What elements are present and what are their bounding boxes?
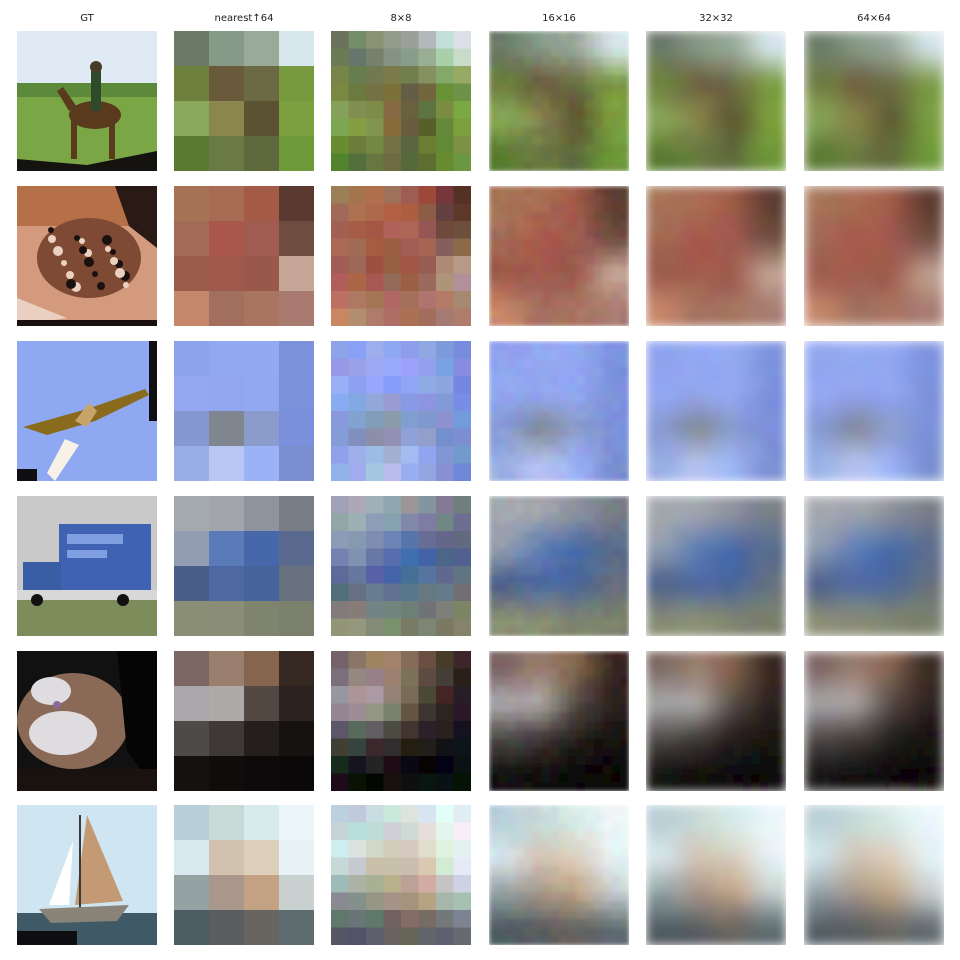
image-tile-row4-ground-truth — [17, 496, 157, 636]
image-tile-row2-upsampled-4x4 — [174, 186, 314, 326]
image-latent-32 — [646, 651, 786, 791]
image-upsampled-4x4 — [174, 805, 314, 945]
image-tile-row6-latent-64 — [804, 805, 944, 945]
image-latent-16 — [489, 31, 629, 171]
image-tile-row6-upsampled-4x4 — [174, 805, 314, 945]
image-tile-row4-latent-32 — [646, 496, 786, 636]
image-tile-row6-latent-16 — [489, 805, 629, 945]
image-ground-truth — [17, 341, 157, 481]
image-latent-16 — [489, 341, 629, 481]
image-ground-truth — [17, 496, 157, 636]
image-tile-row5-latent-8 — [331, 651, 471, 791]
column-header-latent-32: 32×32 — [699, 13, 733, 24]
image-latent-16 — [489, 186, 629, 326]
image-latent-32 — [646, 496, 786, 636]
image-upsampled-4x4 — [174, 31, 314, 171]
image-tile-row6-latent-8 — [331, 805, 471, 945]
image-tile-row1-latent-64 — [804, 31, 944, 171]
image-tile-row2-latent-8 — [331, 186, 471, 326]
image-latent-64 — [804, 805, 944, 945]
image-tile-row2-ground-truth — [17, 186, 157, 326]
image-ground-truth — [17, 651, 157, 791]
image-latent-16 — [489, 805, 629, 945]
image-upsampled-4x4 — [174, 341, 314, 481]
image-latent-32 — [646, 31, 786, 171]
image-tile-row5-upsampled-4x4 — [174, 651, 314, 791]
image-tile-row5-ground-truth — [17, 651, 157, 791]
image-latent-8 — [331, 186, 471, 326]
column-header-latent-8: 8×8 — [390, 13, 412, 24]
image-latent-8 — [331, 31, 471, 171]
image-ground-truth — [17, 805, 157, 945]
image-tile-row2-latent-16 — [489, 186, 629, 326]
image-latent-16 — [489, 651, 629, 791]
image-tile-row6-latent-32 — [646, 805, 786, 945]
image-upsampled-4x4 — [174, 496, 314, 636]
image-tile-row3-latent-64 — [804, 341, 944, 481]
image-latent-64 — [804, 186, 944, 326]
image-tile-row1-latent-16 — [489, 31, 629, 171]
image-latent-8 — [331, 496, 471, 636]
image-tile-row1-upsampled-4x4 — [174, 31, 314, 171]
image-tile-row6-ground-truth — [17, 805, 157, 945]
image-latent-32 — [646, 805, 786, 945]
image-tile-row4-latent-16 — [489, 496, 629, 636]
image-latent-64 — [804, 31, 944, 171]
image-latent-64 — [804, 341, 944, 481]
image-upsampled-4x4 — [174, 186, 314, 326]
image-latent-8 — [331, 341, 471, 481]
image-tile-row4-upsampled-4x4 — [174, 496, 314, 636]
image-latent-64 — [804, 651, 944, 791]
image-tile-row1-latent-8 — [331, 31, 471, 171]
image-tile-row4-latent-8 — [331, 496, 471, 636]
image-tile-row4-latent-64 — [804, 496, 944, 636]
column-header-ground-truth: GT — [80, 13, 94, 24]
image-upsampled-4x4 — [174, 651, 314, 791]
column-header-latent-16: 16×16 — [542, 13, 576, 24]
image-ground-truth — [17, 186, 157, 326]
image-tile-row5-latent-32 — [646, 651, 786, 791]
image-tile-row2-latent-64 — [804, 186, 944, 326]
image-tile-row5-latent-16 — [489, 651, 629, 791]
image-latent-8 — [331, 651, 471, 791]
column-header-upsampled-4x4: nearest↑64 — [214, 13, 274, 24]
image-tile-row3-upsampled-4x4 — [174, 341, 314, 481]
image-latent-16 — [489, 496, 629, 636]
image-tile-row3-latent-16 — [489, 341, 629, 481]
image-tile-row2-latent-32 — [646, 186, 786, 326]
image-latent-8 — [331, 805, 471, 945]
image-ground-truth — [17, 31, 157, 171]
column-header-latent-64: 64×64 — [857, 13, 891, 24]
image-tile-row1-ground-truth — [17, 31, 157, 171]
image-tile-row3-latent-8 — [331, 341, 471, 481]
image-latent-64 — [804, 496, 944, 636]
image-tile-row1-latent-32 — [646, 31, 786, 171]
image-tile-row3-latent-32 — [646, 341, 786, 481]
image-tile-row5-latent-64 — [804, 651, 944, 791]
image-latent-32 — [646, 186, 786, 326]
image-latent-32 — [646, 341, 786, 481]
image-tile-row3-ground-truth — [17, 341, 157, 481]
